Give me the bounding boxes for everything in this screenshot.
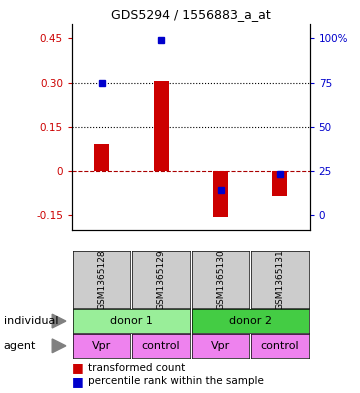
Polygon shape [52,314,66,328]
Text: ■: ■ [72,361,84,375]
Text: donor 2: donor 2 [229,316,272,326]
Text: transformed count: transformed count [88,363,185,373]
Text: individual: individual [4,316,58,326]
Text: donor 1: donor 1 [110,316,153,326]
Text: control: control [261,341,299,351]
Text: GSM1365128: GSM1365128 [97,249,106,310]
Text: GSM1365130: GSM1365130 [216,249,225,310]
Text: agent: agent [4,341,36,351]
Bar [154,81,168,171]
Bar [94,144,109,171]
Bar [213,171,228,217]
Text: Vpr: Vpr [211,341,230,351]
Title: GDS5294 / 1556883_a_at: GDS5294 / 1556883_a_at [111,8,271,21]
Text: percentile rank within the sample: percentile rank within the sample [88,376,264,386]
Text: ■: ■ [72,375,84,388]
Bar [273,171,287,196]
Text: GSM1365131: GSM1365131 [275,249,284,310]
Polygon shape [52,339,66,353]
Text: control: control [142,341,180,351]
Text: GSM1365129: GSM1365129 [157,249,166,310]
Text: Vpr: Vpr [92,341,111,351]
